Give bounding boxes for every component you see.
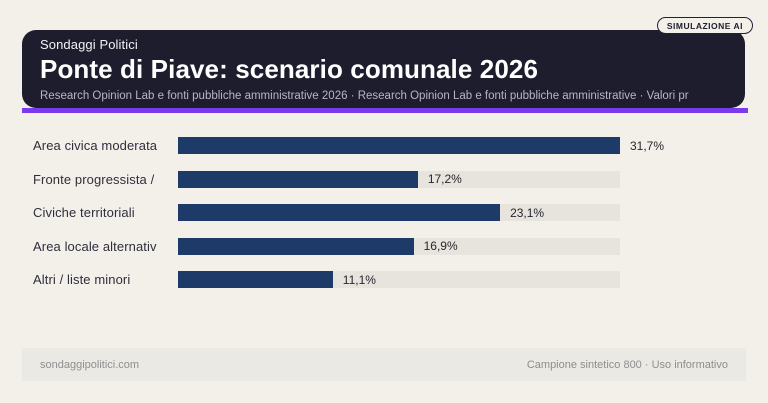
chart-row: Area civica moderata 31,7% <box>33 129 735 163</box>
category-label: Civiche territoriali <box>33 205 135 221</box>
bar <box>178 204 501 222</box>
value-label: 16,9% <box>423 239 458 254</box>
page-title: Ponte di Piave: scenario comunale 2026 <box>40 54 539 84</box>
category-label: Area locale alternativ <box>33 238 157 254</box>
footer-note: Campione sintetico 800 · Uso informativo <box>526 358 728 371</box>
chart-row: Fronte progressista / 17,2% <box>33 163 735 197</box>
bar-chart: Area civica moderata 31,7% Fronte progress… <box>33 129 735 297</box>
value-label: 31,7% <box>630 138 665 153</box>
bar <box>178 137 620 155</box>
category-label: Altri / liste minori <box>33 272 131 288</box>
category-label: Fronte progressista / <box>33 171 155 187</box>
value-label: 11,1% <box>342 272 376 287</box>
bar <box>178 237 414 255</box>
chart-row: Civiche territoriali 23,1% <box>33 196 735 230</box>
value-label: 23,1% <box>510 205 545 220</box>
footer-bar: sondaggipolitici.com Campione sintetico … <box>22 348 746 381</box>
value-label: 17,2% <box>427 172 462 187</box>
bar-track: 31,7% <box>178 137 664 155</box>
brand-name: Sondaggi Politici <box>40 37 138 52</box>
accent-underline <box>22 108 748 113</box>
category-label: Area civica moderata <box>33 138 158 154</box>
page-subtitle: Research Opinion Lab e fonti pubbliche a… <box>40 90 689 102</box>
chart-row: Altri / liste minori 11,1% <box>33 263 735 297</box>
simulation-ai-badge: SIMULAZIONE AI <box>656 17 753 34</box>
chart-row: Area locale alternativ 16,9% <box>33 230 735 264</box>
bar <box>178 170 418 188</box>
bar <box>178 271 333 289</box>
bar-track: 23,1% <box>178 204 620 222</box>
bar-track: 16,9% <box>178 237 620 255</box>
header-card: Sondaggi Politici Ponte di Piave: scenar… <box>22 30 745 108</box>
bar-track: 17,2% <box>178 170 620 188</box>
footer-source: sondaggipolitici.com <box>40 358 140 371</box>
bar-track: 11,1% <box>178 271 620 289</box>
